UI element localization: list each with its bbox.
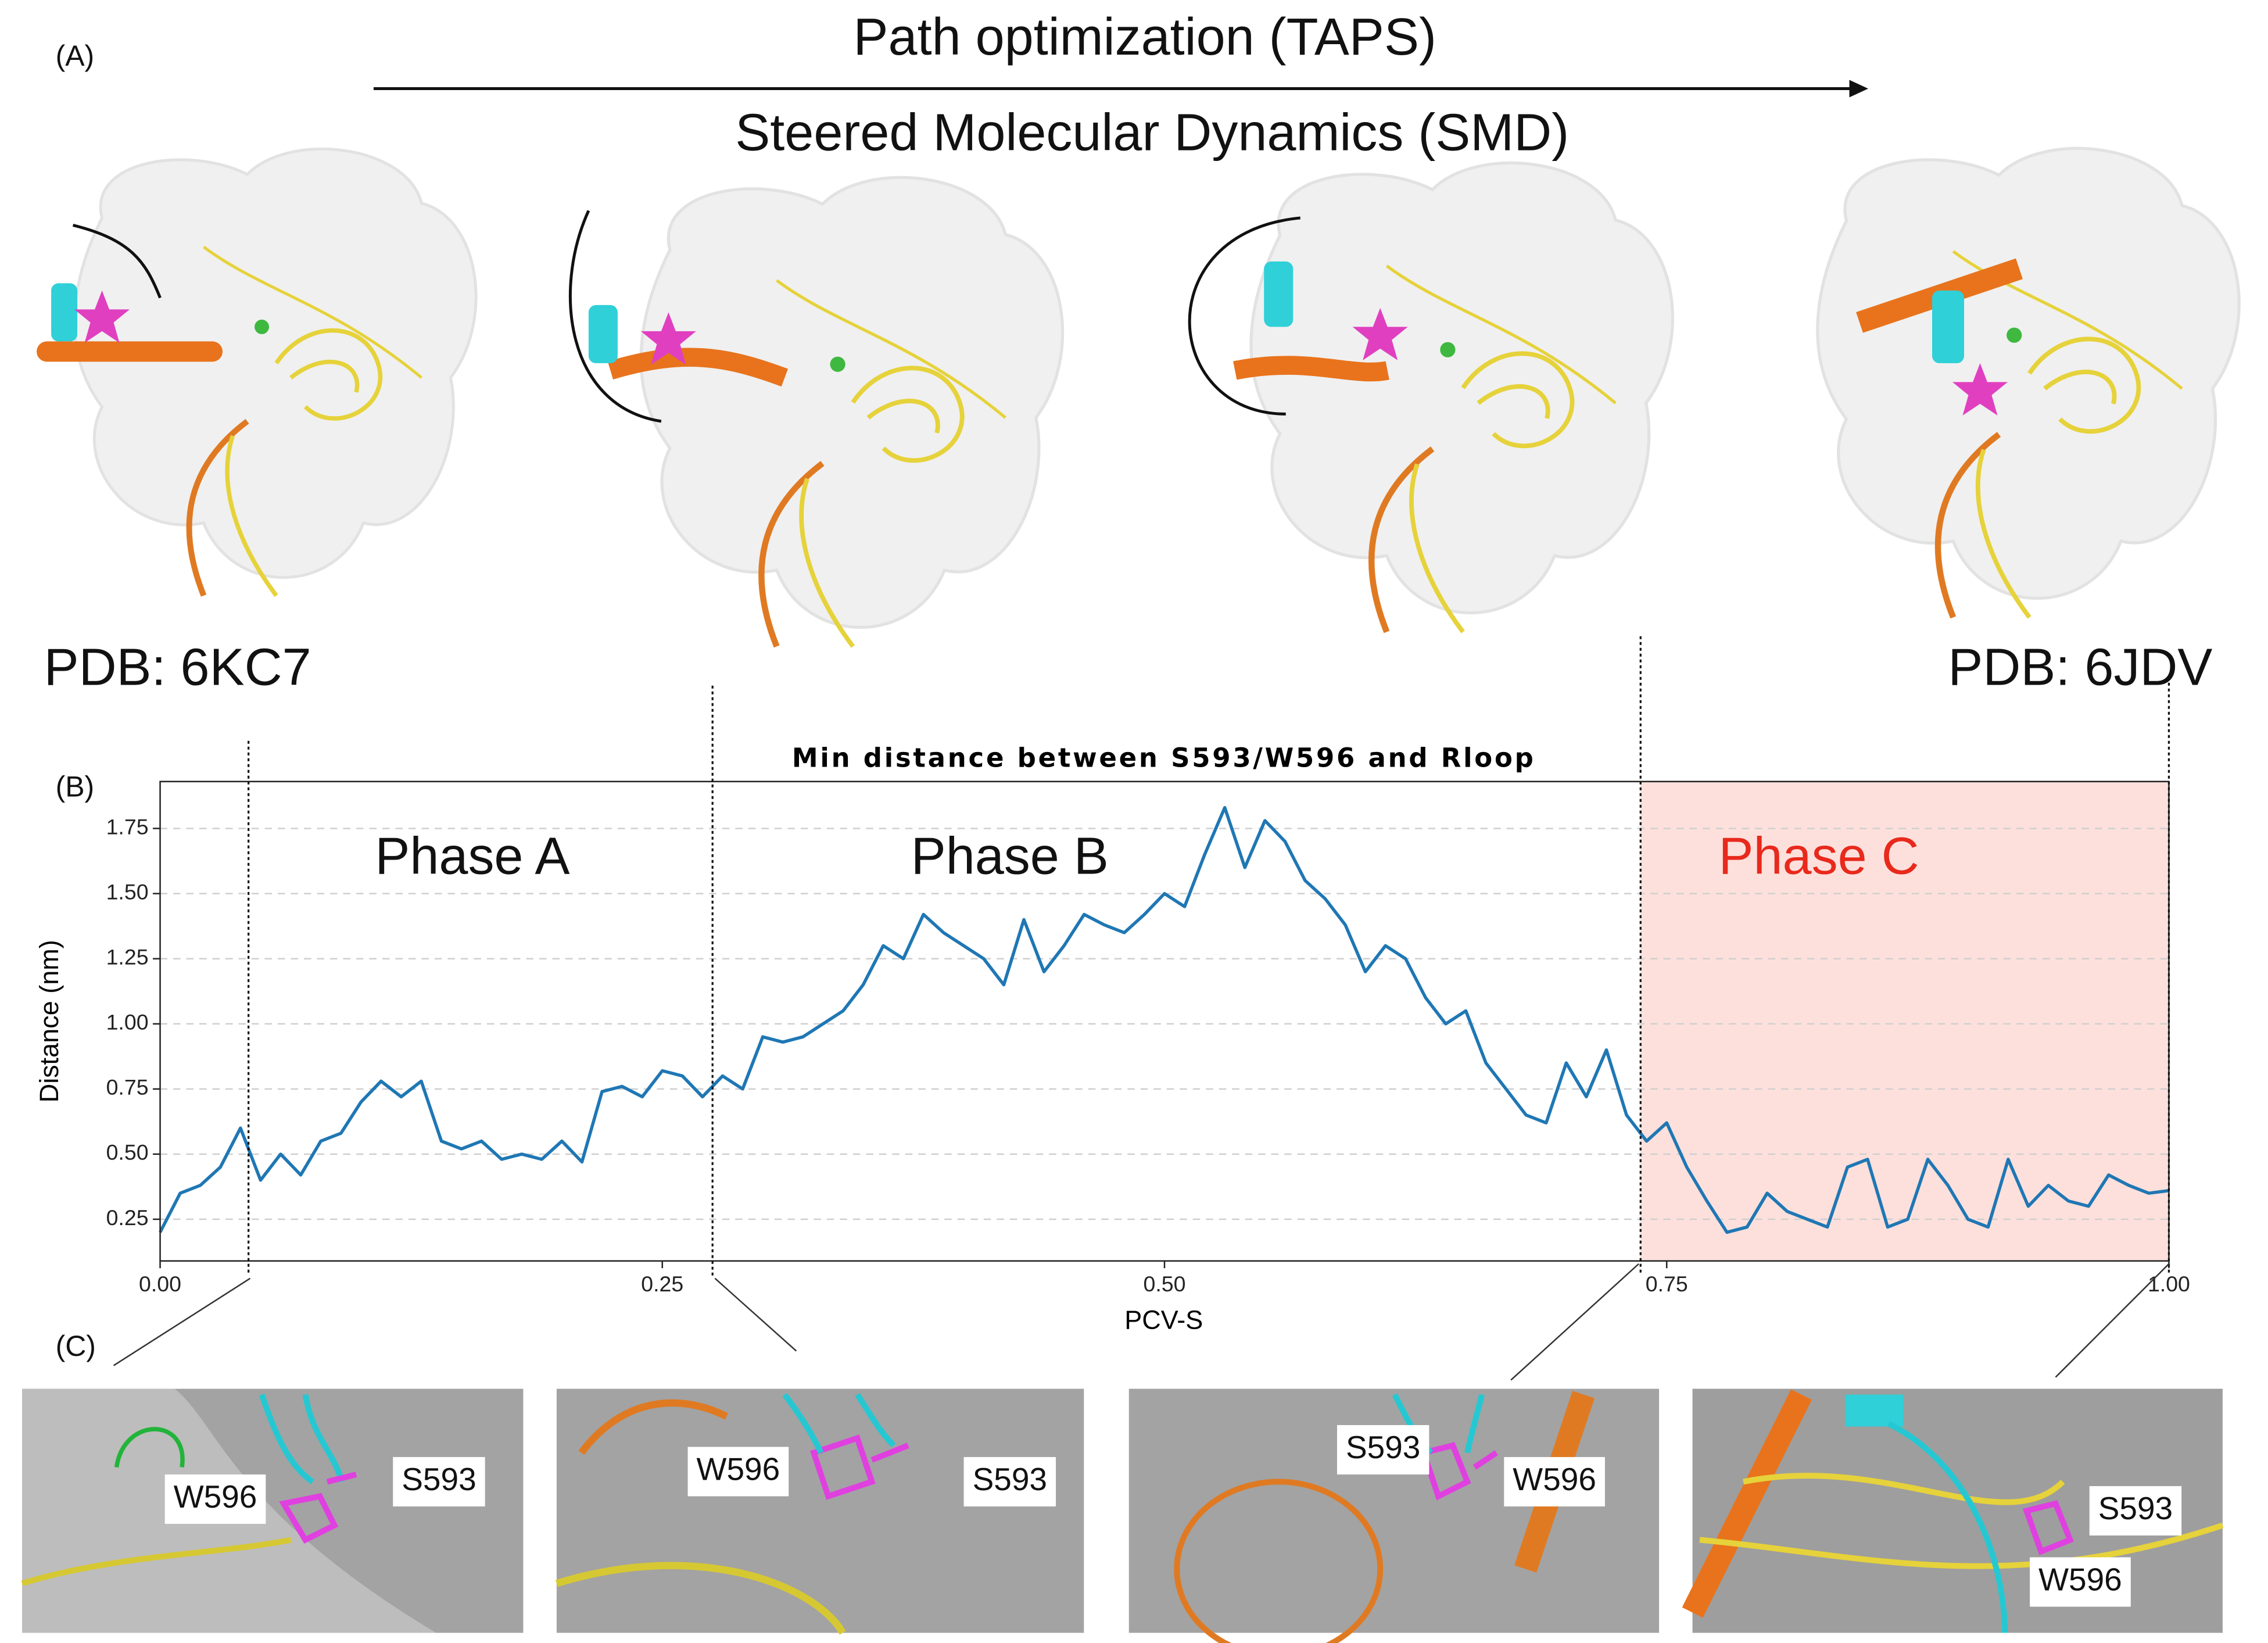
inset-label: W596 — [1513, 1461, 1596, 1497]
inset-label: S593 — [402, 1461, 476, 1497]
label-box — [687, 1447, 789, 1497]
inset-label: W596 — [697, 1451, 780, 1487]
label-box — [2030, 1557, 2131, 1607]
connectors — [113, 1263, 2170, 1381]
inset-label: W596 — [174, 1479, 257, 1515]
x-axis-label: PCV-S — [1124, 1305, 1203, 1334]
shaded-region — [1640, 781, 2169, 1261]
structure-image — [1251, 163, 1672, 632]
structure-image — [1818, 148, 2239, 617]
header-bottom: Steered Molecular Dynamics (SMD) — [735, 104, 1569, 162]
panel-label: (A) — [56, 40, 95, 72]
label-box — [1337, 1425, 1429, 1475]
phase-label: Phase B — [911, 828, 1109, 886]
inset-label: W596 — [2038, 1562, 2122, 1598]
y-tick-label: 0.25 — [106, 1205, 149, 1230]
inset-label: S593 — [2098, 1490, 2173, 1526]
label-box — [393, 1457, 485, 1507]
y-axis-label: Distance (nm) — [34, 940, 64, 1103]
chart: Min distance between S593/W596 and Rloop… — [34, 636, 2190, 1334]
protein-domain — [37, 210, 2023, 423]
structure-image — [641, 177, 1062, 646]
structure-image — [74, 149, 476, 595]
x-tick-label: 0.25 — [641, 1272, 683, 1296]
inset-images — [21, 1388, 2224, 1643]
pdb-label: PDB: 6JDV — [1948, 639, 2212, 697]
y-tick-label: 1.75 — [106, 814, 149, 839]
y-tick-label: 0.50 — [106, 1140, 149, 1165]
label-box — [2089, 1486, 2182, 1536]
y-tick-label: 1.00 — [106, 1010, 149, 1035]
y-tick-label: 1.25 — [106, 945, 149, 969]
pdb-label: PDB: 6KC7 — [44, 639, 311, 697]
panel-label: (C) — [56, 1330, 96, 1362]
x-tick-label: 1.00 — [2148, 1272, 2190, 1296]
panel-label: (B) — [56, 770, 95, 803]
chart-title: Min distance between S593/W596 and Rloop — [792, 742, 1536, 773]
y-tick-label: 1.50 — [106, 879, 149, 904]
data-line — [159, 806, 2169, 1234]
x-tick-label: 0.75 — [1646, 1272, 1688, 1296]
x-tick-label: 0.50 — [1144, 1272, 1186, 1296]
x-tick-label: 0.00 — [139, 1272, 181, 1296]
y-tick-label: 0.75 — [106, 1075, 149, 1100]
inset-label: S593 — [1346, 1429, 1420, 1465]
header-top: Path optimization (TAPS) — [854, 8, 1436, 66]
phase-label: Phase A — [375, 828, 569, 886]
label-box — [1504, 1457, 1605, 1507]
inset-label: S593 — [973, 1461, 1047, 1497]
arrow-head — [1849, 80, 1869, 98]
phase-label: Phase C — [1719, 828, 1919, 886]
label-box — [164, 1474, 266, 1524]
label-box — [963, 1457, 1056, 1507]
